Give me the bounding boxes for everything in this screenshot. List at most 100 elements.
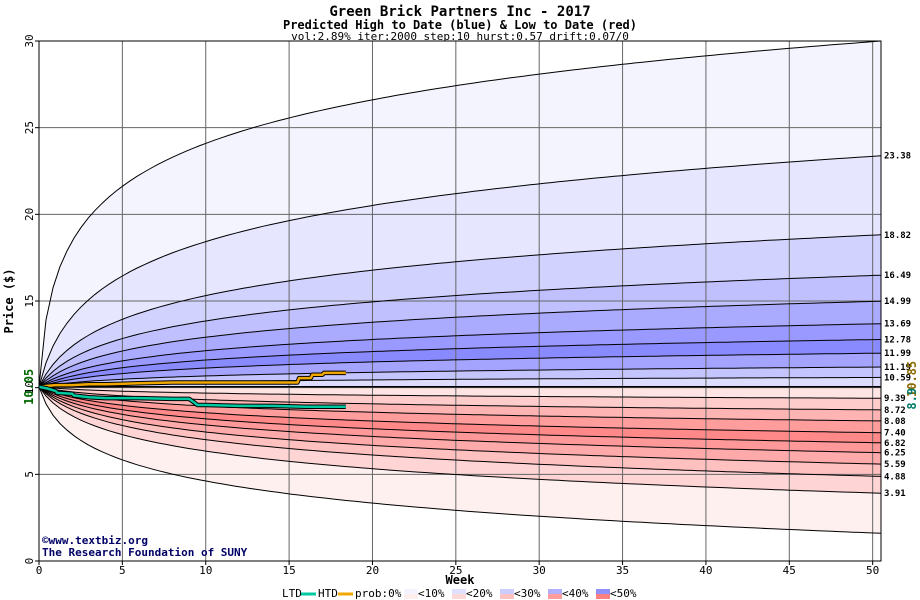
upper-band-fill (39, 323, 881, 387)
start-price-label: 10.05 (22, 369, 36, 405)
band-boundary-line (38, 155, 882, 387)
legend-swatch-low (404, 594, 418, 599)
upper-band-fill (39, 301, 881, 387)
htd-series-line (38, 371, 346, 389)
lower-band-fill (39, 386, 881, 410)
credit-foundation: The Research Foundation of SUNY (42, 546, 248, 559)
band-end-labels: 23.38 18.82 16.49 14.99 13.69 12.78 11.99 11.19… (884, 152, 911, 499)
x-tick-label: 40 (699, 564, 712, 577)
band-end-label: 9.39 (884, 394, 906, 404)
band-boundary-line (38, 352, 882, 388)
x-tick-label: 15 (282, 564, 295, 577)
legend-ltd-label: LTD (282, 587, 302, 600)
lower-band-fill (39, 386, 881, 399)
y-tick-label: 20 (23, 208, 36, 221)
band-end-label: 16.49 (884, 271, 911, 281)
band-end-label: 8.72 (884, 406, 906, 416)
band-boundary-line (38, 386, 882, 454)
band-boundary-line (38, 386, 882, 465)
band-boundary-line (38, 386, 882, 534)
x-axis-ticks: 0 5 10 15 20 25 30 35 40 45 50 (36, 561, 879, 577)
band-end-label: 8.08 (884, 417, 906, 427)
current-low-label: 8.9 (905, 388, 919, 410)
legend-swatch-high (548, 589, 562, 594)
band-boundary-line (38, 386, 881, 422)
upper-band-fill (39, 234, 881, 387)
legend-swatch-high (500, 589, 514, 594)
band-end-label: 13.69 (884, 320, 911, 330)
x-tick-label: 50 (866, 564, 879, 577)
upper-band-fill (39, 155, 881, 387)
legend-htd-label: HTD (318, 587, 338, 600)
credit-website: ©www.textbiz.org (42, 534, 148, 547)
band-end-label: 23.38 (884, 152, 911, 162)
legend-swatch-low (500, 594, 514, 599)
x-tick-label: 20 (366, 564, 379, 577)
y-tick-label: 30 (23, 34, 36, 47)
band-boundary-line (38, 386, 882, 444)
x-axis-label: Week (446, 573, 476, 587)
band-boundary-line (38, 300, 882, 388)
lower-band-fill (39, 386, 881, 421)
band-end-label: 3.91 (884, 489, 906, 499)
lower-band-fill (39, 386, 881, 433)
upper-band-fill (39, 339, 881, 387)
price-series (38, 370, 346, 409)
legend-prob-item: <30% (514, 587, 541, 600)
band-end-label: 14.99 (884, 297, 911, 307)
chart-title: Green Brick Partners Inc - 2017 (329, 4, 590, 20)
band-end-label: 11.99 (884, 349, 911, 359)
lower-band-fill (39, 386, 881, 534)
current-high-label: 10.85 (905, 361, 919, 397)
chart-subtitle: Predicted High to Date (blue) & Low to D… (283, 18, 637, 32)
y-tick-label: 5 (23, 471, 36, 478)
lower-band-fill (39, 386, 881, 477)
upper-band-fill (39, 275, 881, 387)
y-axis-ticks: 0 5 10 15 20 25 30 (23, 34, 39, 564)
band-boundary-line (38, 386, 882, 494)
band-end-label: 18.82 (884, 231, 911, 241)
band-boundary-line (38, 386, 882, 434)
lower-band-fill (39, 386, 881, 453)
band-end-label: 11.19 (884, 363, 911, 373)
band-end-label: 12.78 (884, 335, 911, 345)
legend-swatch-low (452, 594, 466, 599)
band-end-label: 6.25 (884, 449, 906, 459)
band-boundary-line (38, 339, 882, 388)
ltd-series-line (38, 385, 346, 408)
band-end-label: 10.59 (884, 373, 911, 383)
legend-swatch-high (452, 589, 466, 594)
band-boundary-line (38, 274, 882, 388)
legend-prob-label: prob:0% (355, 587, 402, 600)
band-boundary-line (38, 386, 881, 399)
x-tick-label: 30 (533, 564, 546, 577)
x-tick-label: 25 (449, 564, 462, 577)
band-boundary-line (38, 386, 882, 477)
band-end-label: 6.82 (884, 439, 906, 449)
x-tick-label: 10 (199, 564, 212, 577)
legend-prob-item: <40% (562, 587, 589, 600)
band-boundary-line (38, 323, 882, 388)
legend-prob-item: <20% (466, 587, 493, 600)
y-tick-label: 25 (23, 121, 36, 134)
x-tick-label: 5 (119, 564, 126, 577)
legend-prob-item: <50% (610, 587, 637, 600)
legend-swatch-high (404, 589, 418, 594)
upper-band-fill (39, 367, 881, 387)
x-tick-label: 45 (783, 564, 796, 577)
band-boundary-line (38, 40, 882, 387)
chart-params: vol:2.89% iter:2000 step:10 hurst:0.57 d… (291, 30, 629, 43)
upper-band-fill (39, 353, 881, 387)
legend-swatch-high (596, 589, 610, 594)
legend-prob-items: <10% <20% <30% <40% <50% (404, 587, 637, 600)
band-end-label: 7.40 (884, 429, 906, 439)
legend-swatch-low (548, 594, 562, 599)
band-end-label: 5.59 (884, 460, 906, 470)
band-boundary-line (38, 234, 882, 388)
y-tick-label: 0 (23, 558, 36, 565)
legend-prob-item: <10% (418, 587, 445, 600)
x-tick-label: 0 (36, 564, 43, 577)
legend: LTD HTD prob:0% <10% <20% <30% <40% <50% (282, 587, 637, 600)
legend-swatch-low (596, 594, 610, 599)
